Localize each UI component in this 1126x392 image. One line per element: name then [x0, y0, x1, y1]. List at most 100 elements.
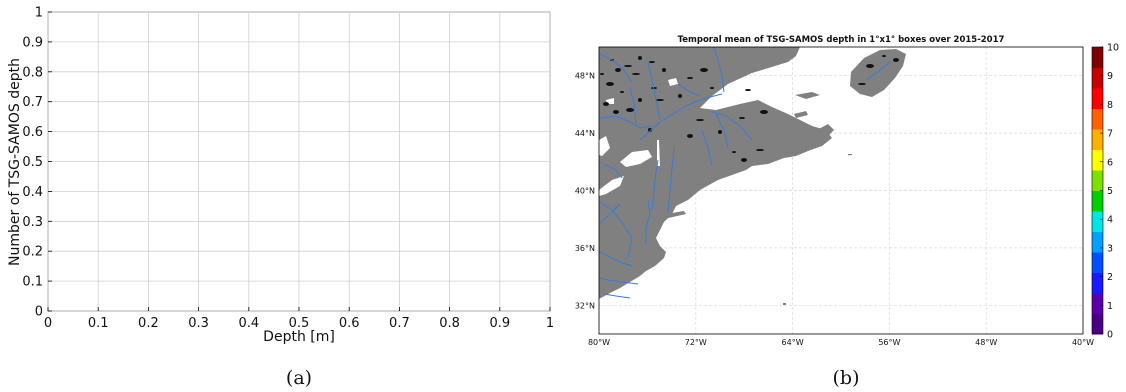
y-tick-label: 0.8: [22, 65, 43, 80]
longitude-tick-label: 56°W: [878, 338, 900, 347]
colorbar-segment: [1092, 129, 1103, 150]
land-cape-breton: [817, 124, 834, 138]
lake-nipissing: [606, 98, 614, 104]
colorbar-segment: [1092, 293, 1103, 314]
y-tick-label: 1: [35, 6, 43, 21]
x-tick-label: 1: [546, 316, 554, 331]
colorbar-tick-label: 2: [1107, 272, 1113, 283]
lake-speck: [678, 94, 682, 98]
colorbar: 0 1 2 3 4 5 6 7 8 9 10: [1091, 43, 1119, 341]
lake-speck: [648, 128, 652, 132]
lake-speck: [687, 77, 693, 79]
colorbar-segment: [1092, 190, 1103, 212]
map-dark-specks: [600, 55, 899, 162]
colorbar-tick-label: 6: [1107, 157, 1113, 168]
longitude-tick-label: 80°W: [588, 338, 610, 347]
lake-speck: [638, 98, 642, 102]
river-manicouagan: [713, 47, 725, 93]
longitude-tick-label: 40°W: [1072, 338, 1094, 347]
land-sable-island: [848, 154, 852, 156]
x-tick-label: 0.3: [188, 316, 209, 331]
colorbar-segment: [1092, 170, 1103, 191]
latitude-tick-label: 32°N: [575, 301, 595, 310]
colorbar-tick-label: 7: [1107, 129, 1113, 140]
land-newfoundland: [850, 49, 906, 97]
river-genesee: [603, 163, 623, 179]
y-tick-label: 0.2: [22, 245, 43, 260]
lake-speck: [615, 68, 621, 72]
x-tick-label: 0.1: [88, 316, 109, 331]
lake-speck: [600, 73, 604, 75]
y-tick-label: 0.6: [22, 125, 43, 140]
river-roanoke: [603, 293, 631, 299]
longitude-tick-label: 48°W: [975, 338, 997, 347]
lake-champlain: [657, 140, 660, 166]
map-land: [599, 47, 906, 305]
x-tick-label: 0.6: [339, 316, 360, 331]
lake-ontario: [620, 150, 652, 167]
map-title: Temporal mean of TSG-SAMOS depth in 1°x1…: [678, 35, 1005, 45]
x-tick-label: 0.5: [289, 316, 310, 331]
y-tick-label: 0.5: [22, 155, 43, 170]
lake-speck: [739, 117, 745, 119]
lake-speck: [718, 130, 722, 134]
plot-a-grid: [47, 11, 551, 312]
lake-speck: [741, 158, 747, 162]
river-ottawa: [599, 115, 653, 129]
river-kennebec: [701, 129, 713, 167]
lake-speck: [662, 68, 666, 72]
latitude-tick-label: 44°N: [575, 129, 595, 138]
lake-speck: [858, 83, 866, 85]
colorbar-scale: [1092, 47, 1103, 335]
lake-speck: [638, 56, 642, 60]
y-tick-label: 0.7: [22, 95, 43, 110]
longitude-tick-label: 72°W: [685, 338, 707, 347]
colorbar-segment: [1092, 272, 1103, 294]
land-pei: [794, 111, 808, 118]
colorbar-tick-label: 3: [1107, 243, 1113, 254]
river-saguenay: [677, 83, 701, 97]
colorbar-tick-label: 5: [1107, 186, 1113, 197]
colorbar-tick-label: 10: [1107, 43, 1119, 54]
colorbar-ticks: 0 1 2 3 4 5 6 7 8 9 10: [1100, 43, 1119, 341]
lake-speck: [603, 102, 609, 106]
lake-speck: [696, 119, 704, 121]
colorbar-segment: [1092, 252, 1103, 273]
x-tick-label: 0.4: [238, 316, 259, 331]
colorbar-segment: [1092, 47, 1103, 68]
river-james: [599, 277, 639, 285]
land-long-island: [660, 211, 686, 219]
y-tick-label: 0: [35, 305, 43, 320]
colorbar-tick-label: 1: [1107, 301, 1113, 312]
latitude-tick-label: 48°N: [575, 72, 595, 81]
river-nfld-exploits: [865, 61, 891, 81]
colorbar-segment: [1092, 108, 1103, 130]
map-frame: [598, 46, 1084, 335]
lake-speck: [620, 91, 624, 93]
colorbar-tick-label: 4: [1107, 215, 1113, 226]
river-delaware: [645, 199, 651, 244]
panel-b-map: Temporal mean of TSG-SAMOS depth in 1°x1…: [575, 35, 1119, 389]
land-north-america: [599, 47, 832, 299]
latitude-tick-label: 40°N: [575, 187, 595, 196]
river-ohio: [599, 203, 621, 225]
river-st-maurice: [647, 61, 661, 121]
river-penobscot: [715, 113, 729, 149]
colorbar-segment: [1092, 67, 1103, 89]
lake-speck: [700, 68, 708, 72]
colorbar-segment: [1092, 211, 1103, 232]
lake-speck: [687, 134, 693, 138]
lake-speck: [893, 58, 899, 62]
river-st-lawrence: [639, 93, 723, 141]
river-hudson: [651, 159, 659, 211]
plot-a-y-ticks: 0 0.1 0.2 0.3 0.4 0.5 0.6 0.7 0.8 0.9 1: [22, 6, 52, 320]
colorbar-tick-label: 9: [1107, 71, 1113, 82]
y-tick-label: 0.1: [22, 275, 43, 290]
lake-speck: [882, 55, 886, 57]
land-bermuda: [783, 303, 786, 305]
lake-speck: [760, 110, 768, 114]
colorbar-tick-label: 8: [1107, 100, 1113, 111]
x-tick-label: 0: [44, 316, 52, 331]
y-tick-label: 0.4: [22, 185, 43, 200]
y-axis-label: Number of TSG-SAMOS depth: [7, 58, 23, 266]
